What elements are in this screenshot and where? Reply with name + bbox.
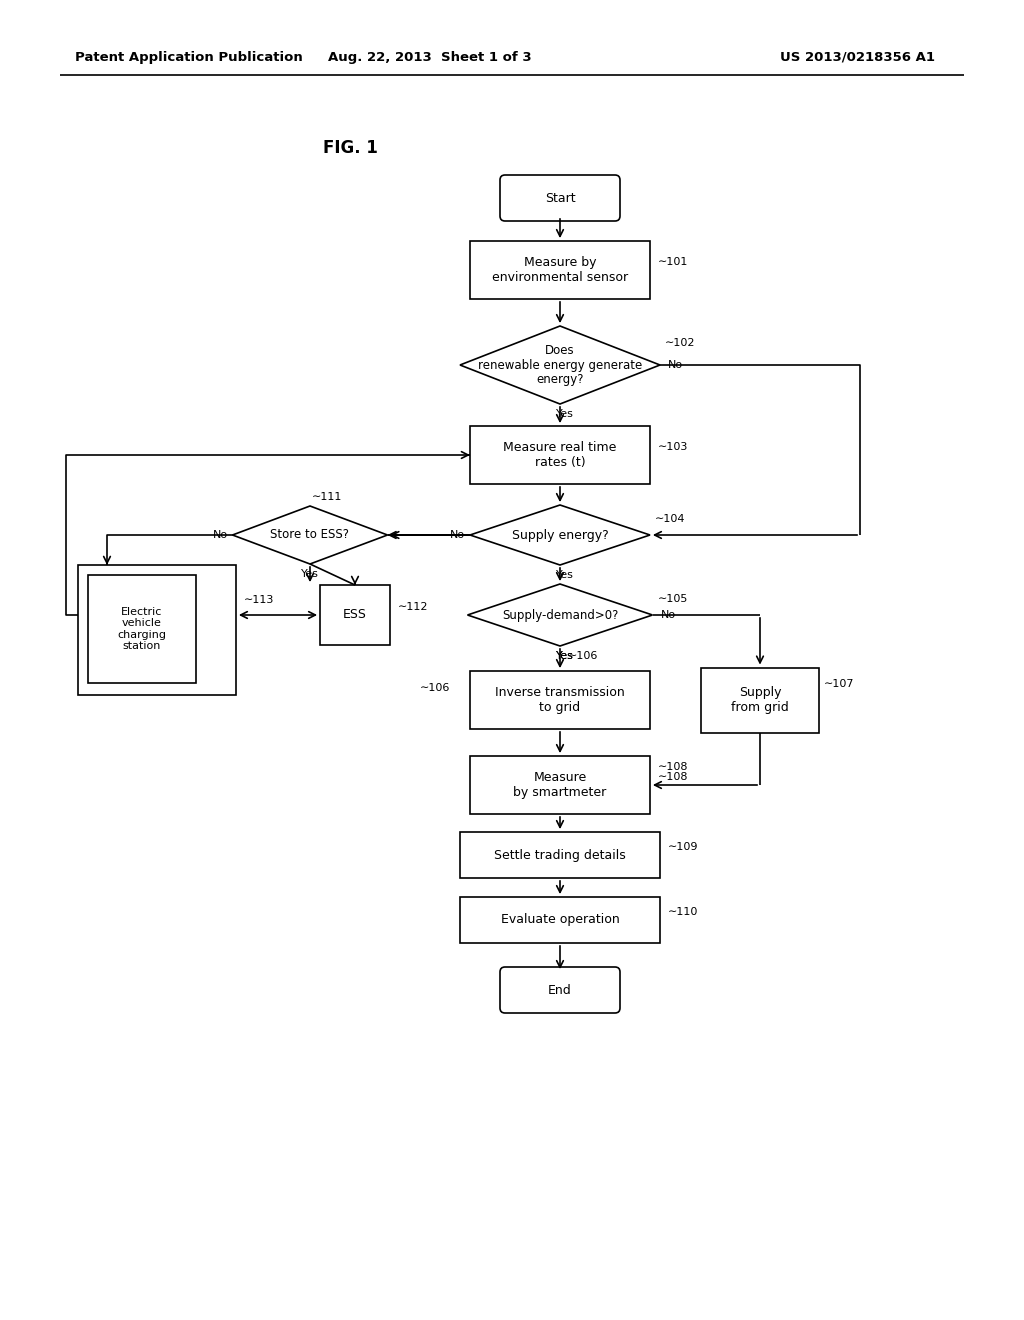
Text: ∼113: ∼113 bbox=[244, 595, 274, 605]
FancyBboxPatch shape bbox=[500, 176, 620, 220]
Text: ∼107: ∼107 bbox=[824, 678, 854, 689]
Bar bbox=[88, 576, 196, 682]
Text: ∼103: ∼103 bbox=[658, 442, 688, 451]
Text: ∼108: ∼108 bbox=[658, 762, 688, 772]
Bar bbox=[460, 898, 660, 942]
Text: ∼108: ∼108 bbox=[658, 772, 688, 781]
Text: Supply energy?: Supply energy? bbox=[512, 528, 608, 541]
Text: Yes: Yes bbox=[556, 651, 573, 661]
Text: No: No bbox=[660, 610, 676, 620]
Text: ∼106: ∼106 bbox=[420, 682, 451, 693]
Text: Start: Start bbox=[545, 191, 575, 205]
Text: No: No bbox=[668, 360, 683, 370]
Text: Settle trading details: Settle trading details bbox=[495, 849, 626, 862]
Bar bbox=[78, 565, 236, 696]
Text: ∼101: ∼101 bbox=[658, 257, 688, 267]
Text: ∼104: ∼104 bbox=[655, 513, 685, 524]
Bar bbox=[470, 242, 650, 300]
Text: Yes: Yes bbox=[556, 651, 573, 661]
Bar bbox=[460, 832, 660, 878]
Text: ∼110: ∼110 bbox=[668, 907, 698, 917]
Text: Store to ESS?: Store to ESS? bbox=[270, 528, 349, 541]
Text: ∼112: ∼112 bbox=[398, 602, 428, 612]
Text: US 2013/0218356 A1: US 2013/0218356 A1 bbox=[780, 50, 935, 63]
Text: Yes: Yes bbox=[556, 409, 573, 418]
Bar bbox=[470, 756, 650, 814]
Text: Patent Application Publication: Patent Application Publication bbox=[75, 50, 303, 63]
Text: ∼106: ∼106 bbox=[568, 651, 598, 661]
Text: Electric
vehicle
charging
station: Electric vehicle charging station bbox=[118, 607, 167, 651]
Text: Yes: Yes bbox=[301, 569, 318, 579]
Text: End: End bbox=[548, 983, 571, 997]
Polygon shape bbox=[232, 506, 387, 564]
Text: Evaluate operation: Evaluate operation bbox=[501, 913, 620, 927]
Polygon shape bbox=[470, 506, 650, 565]
Text: Measure
by smartmeter: Measure by smartmeter bbox=[513, 771, 606, 799]
Bar bbox=[470, 671, 650, 729]
Text: FIG. 1: FIG. 1 bbox=[323, 139, 378, 157]
Bar bbox=[701, 668, 819, 733]
Polygon shape bbox=[468, 583, 652, 645]
Bar bbox=[470, 426, 650, 484]
Text: Measure real time
rates (t): Measure real time rates (t) bbox=[504, 441, 616, 469]
Text: Does
renewable energy generate
energy?: Does renewable energy generate energy? bbox=[478, 343, 642, 387]
Polygon shape bbox=[460, 326, 660, 404]
Bar bbox=[319, 585, 390, 645]
Text: ∼105: ∼105 bbox=[657, 594, 688, 605]
Text: Supply-demand>0?: Supply-demand>0? bbox=[502, 609, 618, 622]
FancyBboxPatch shape bbox=[500, 968, 620, 1012]
Text: ∼111: ∼111 bbox=[312, 492, 342, 502]
Text: ∼109: ∼109 bbox=[668, 842, 698, 851]
Text: Inverse transmission
to grid: Inverse transmission to grid bbox=[496, 686, 625, 714]
Text: Supply
from grid: Supply from grid bbox=[731, 686, 788, 714]
Text: ∼102: ∼102 bbox=[665, 338, 695, 348]
Text: No: No bbox=[450, 531, 465, 540]
Text: No: No bbox=[212, 531, 227, 540]
Text: Measure by
environmental sensor: Measure by environmental sensor bbox=[492, 256, 628, 284]
Text: Yes: Yes bbox=[556, 570, 573, 579]
Text: ESS: ESS bbox=[343, 609, 367, 622]
Text: Aug. 22, 2013  Sheet 1 of 3: Aug. 22, 2013 Sheet 1 of 3 bbox=[328, 50, 531, 63]
